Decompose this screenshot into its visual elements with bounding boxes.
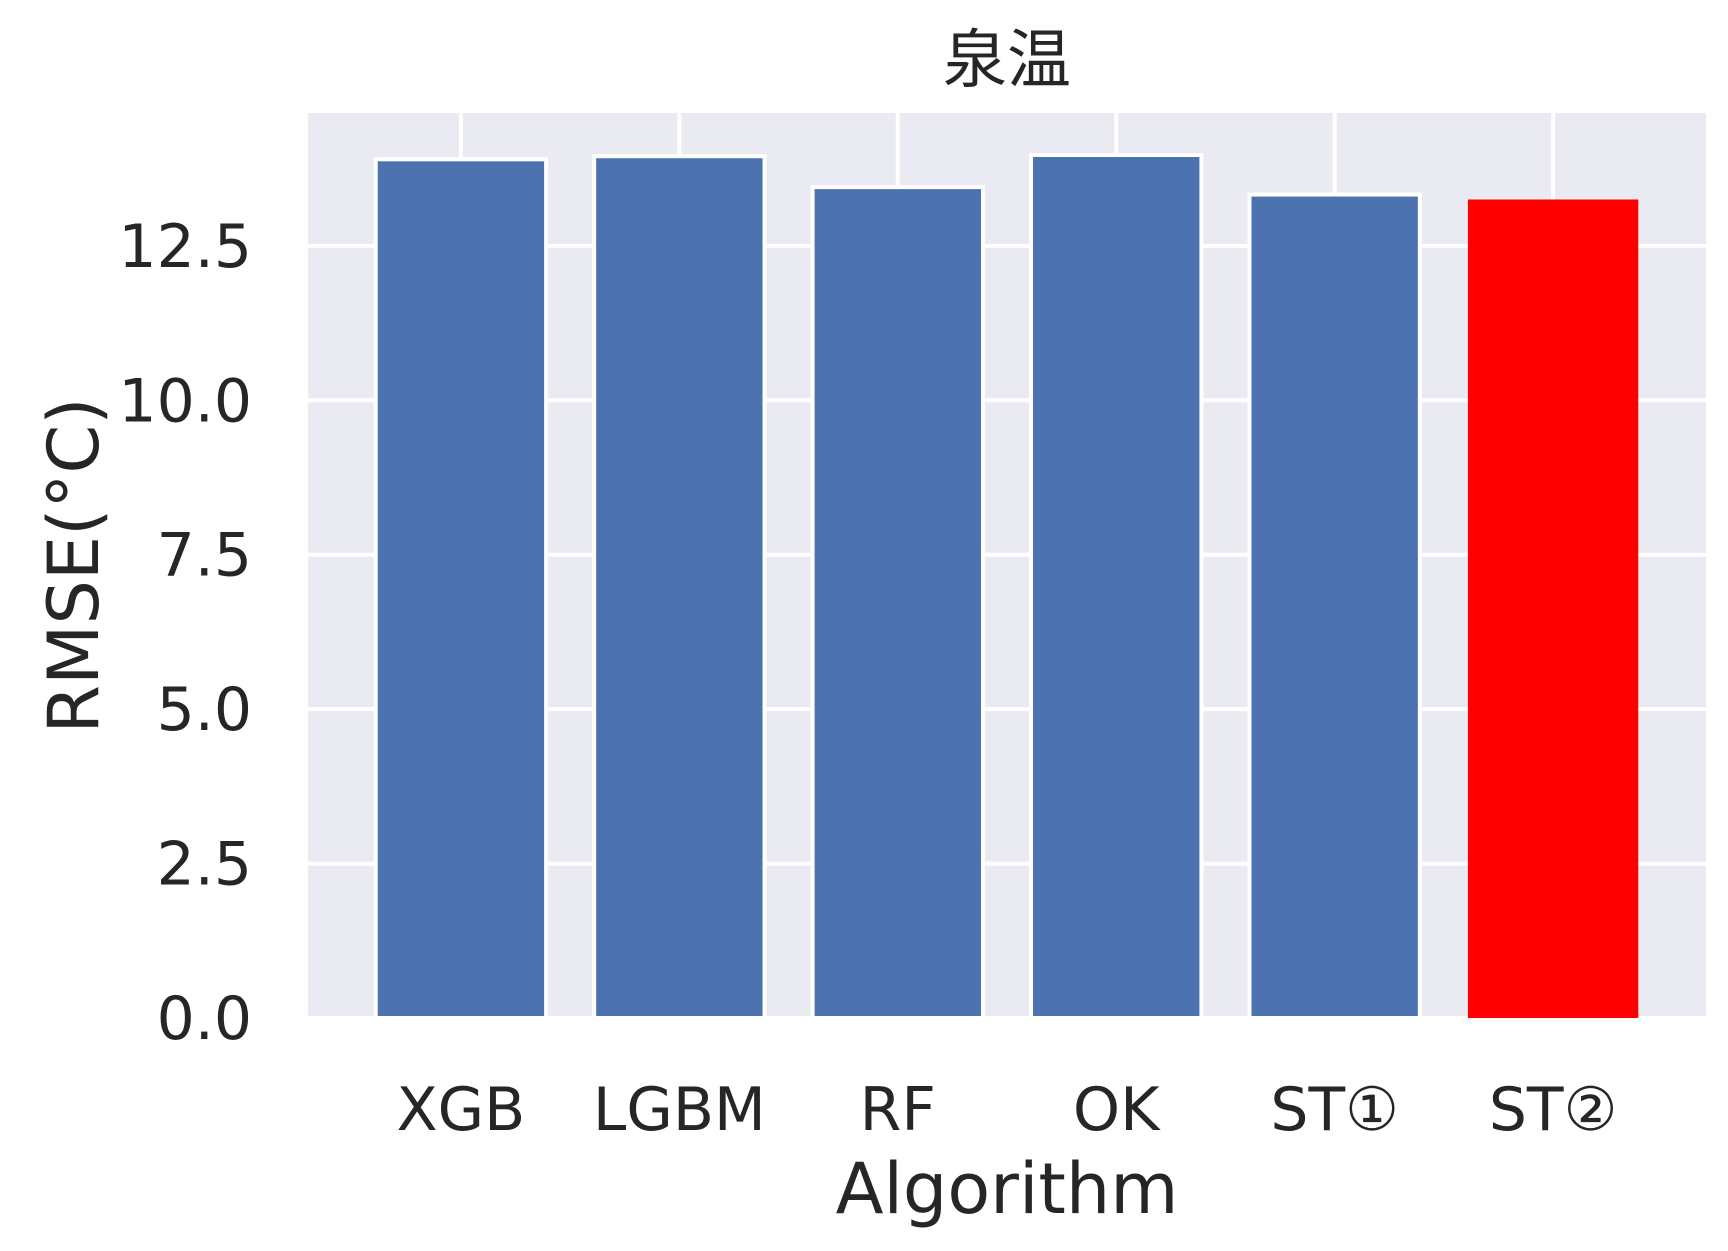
y-axis-label: RMSE(°C) — [33, 397, 115, 733]
bars — [373, 153, 1639, 1021]
bar-5 — [1247, 192, 1422, 1020]
bar-2 — [592, 154, 767, 1021]
x-tick-label: ST② — [1489, 1075, 1618, 1145]
x-tick-label: OK — [1073, 1075, 1161, 1145]
y-tick-label: 0.0 — [157, 984, 252, 1054]
bar-1 — [373, 157, 549, 1020]
x-tick-label: LGBM — [593, 1075, 766, 1145]
bar-6 — [1467, 199, 1639, 1019]
y-tick-label: 12.5 — [118, 212, 252, 282]
y-tick-label: 2.5 — [157, 830, 252, 900]
y-tick-label: 10.0 — [118, 366, 252, 436]
x-axis-label: Algorithm — [836, 1148, 1179, 1230]
y-tick-labels: 0.0 2.5 5.0 7.5 10.0 12.5 — [118, 212, 252, 1054]
y-tick-label: 7.5 — [157, 521, 252, 591]
chart-title: 泉温 — [943, 24, 1071, 98]
x-tick-label: XGB — [397, 1075, 526, 1145]
bar-4 — [1029, 153, 1204, 1020]
x-tick-labels: XGB LGBM RF OK ST① ST② — [397, 1075, 1618, 1145]
x-tick-label: RF — [860, 1075, 936, 1145]
y-tick-label: 5.0 — [157, 675, 252, 745]
x-tick-label: ST① — [1270, 1075, 1399, 1145]
bar-3 — [810, 185, 985, 1020]
